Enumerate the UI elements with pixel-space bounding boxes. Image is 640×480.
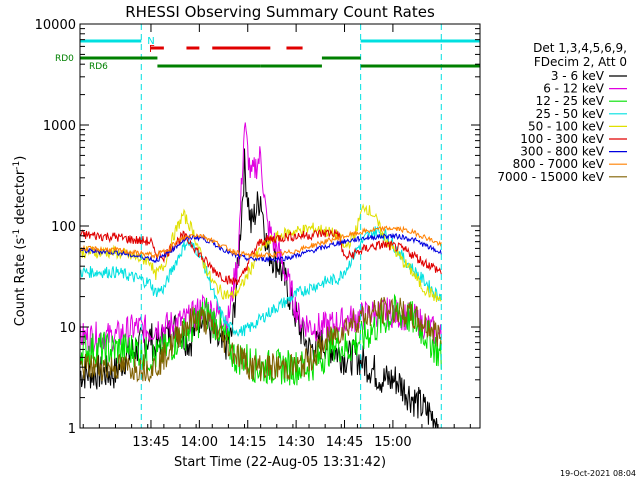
y-tick-label-1: 1 bbox=[68, 422, 76, 437]
y-label-mid: detector bbox=[13, 169, 28, 229]
y-label-sup1: -1 bbox=[12, 229, 22, 238]
flag-label-rd0: RD0 bbox=[55, 54, 74, 64]
series-line-8 bbox=[79, 225, 442, 260]
legend-label-5: 50 - 100 keV bbox=[528, 119, 605, 133]
y-label-main: Count Rate (s bbox=[13, 238, 28, 327]
x-tick-label-5: 14:45 bbox=[326, 435, 363, 450]
legend: Det 1,3,4,5,6,9, FDecim 2, Att 0 3 - 6 k… bbox=[497, 41, 627, 184]
series-line-1 bbox=[79, 148, 439, 429]
y-label-sup2: -1 bbox=[12, 161, 22, 170]
y-tick-label-4: 1000 bbox=[43, 119, 76, 134]
y-axis: 1 10 100 1000 10000 bbox=[35, 18, 480, 437]
y-axis-label: Count Rate (s-1 detector-1) bbox=[12, 156, 28, 327]
data-layer bbox=[79, 24, 442, 429]
flag-label-f: F bbox=[149, 44, 155, 55]
x-tick-label-1: 13:45 bbox=[132, 435, 169, 450]
legend-label-2: 6 - 12 keV bbox=[543, 82, 605, 96]
y-label-end: ) bbox=[13, 156, 28, 161]
footer-timestamp: 19-Oct-2021 08:04 bbox=[560, 469, 636, 478]
flag-label-rd6: RD6 bbox=[89, 62, 108, 72]
legend-label-9: 7000 - 15000 keV bbox=[497, 170, 604, 184]
x-tick-label-3: 14:15 bbox=[229, 435, 266, 450]
legend-label-1: 3 - 6 keV bbox=[551, 69, 605, 83]
y-tick-label-3: 100 bbox=[51, 220, 76, 235]
observing-flag-bars: NF RD0 RD6 bbox=[55, 36, 480, 72]
legend-label-6: 100 - 300 keV bbox=[520, 132, 604, 146]
x-tick-label-4: 14:30 bbox=[277, 435, 314, 450]
y-tick-label-2: 10 bbox=[59, 321, 76, 336]
legend-header-line-2: FDecim 2, Att 0 bbox=[534, 55, 627, 69]
x-axis: 13:45 14:00 14:15 14:30 14:45 15:00 bbox=[82, 24, 471, 450]
legend-label-3: 12 - 25 keV bbox=[536, 94, 605, 108]
series-line-6 bbox=[79, 229, 442, 286]
series-line-5 bbox=[79, 203, 442, 303]
legend-label-4: 25 - 50 keV bbox=[536, 107, 605, 121]
y-tick-label-5: 10000 bbox=[35, 18, 76, 33]
x-tick-label-6: 15:00 bbox=[374, 435, 411, 450]
chart-title: RHESSI Observing Summary Count Rates bbox=[125, 3, 435, 21]
legend-header-line-1: Det 1,3,4,5,6,9, bbox=[533, 41, 627, 55]
legend-label-7: 300 - 800 keV bbox=[520, 145, 604, 159]
series-line-9 bbox=[79, 296, 442, 383]
legend-label-8: 800 - 7000 keV bbox=[513, 157, 605, 171]
x-axis-label: Start Time (22-Aug-05 13:31:42) bbox=[174, 455, 386, 470]
flag-label-n: N bbox=[147, 36, 154, 47]
x-tick-label-2: 14:00 bbox=[181, 435, 218, 450]
